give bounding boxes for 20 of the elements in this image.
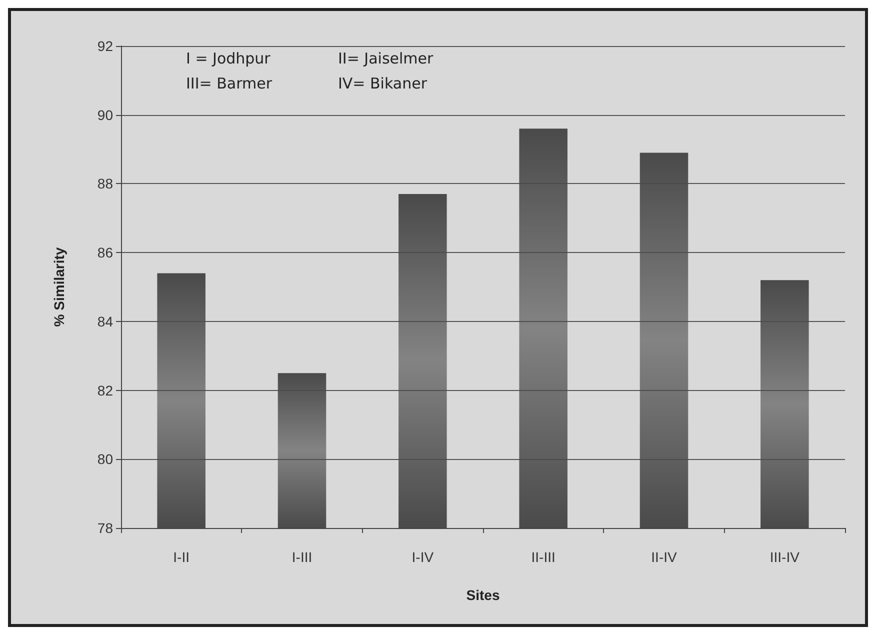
x-tick-label: II-III [531,549,556,565]
annotation: IV= Bikaner [338,74,428,92]
x-tick-label: II-IV [651,549,678,565]
y-tick-label: 86 [97,244,114,261]
y-tick-label: 90 [97,106,114,123]
y-tick-label: 88 [97,176,114,192]
annotation: II= Jaiselmer [338,50,434,68]
y-tick-label: 80 [97,451,114,468]
x-axis-title: Sites [466,587,500,603]
y-tick-label: 92 [97,38,114,54]
y-tick-label: 84 [97,313,114,330]
y-axis-title: % Similarity [51,247,67,327]
y-tick-label: 78 [97,520,114,536]
x-tick-label: I-IV [412,549,434,565]
x-tick-label: III-IV [770,549,800,565]
annotation: I = Jodhpur [186,50,272,68]
x-tick-label: I-III [292,549,312,565]
x-tick-label: I-II [173,549,190,565]
annotation: III= Barmer [186,74,273,92]
y-tick-label: 82 [97,382,114,398]
